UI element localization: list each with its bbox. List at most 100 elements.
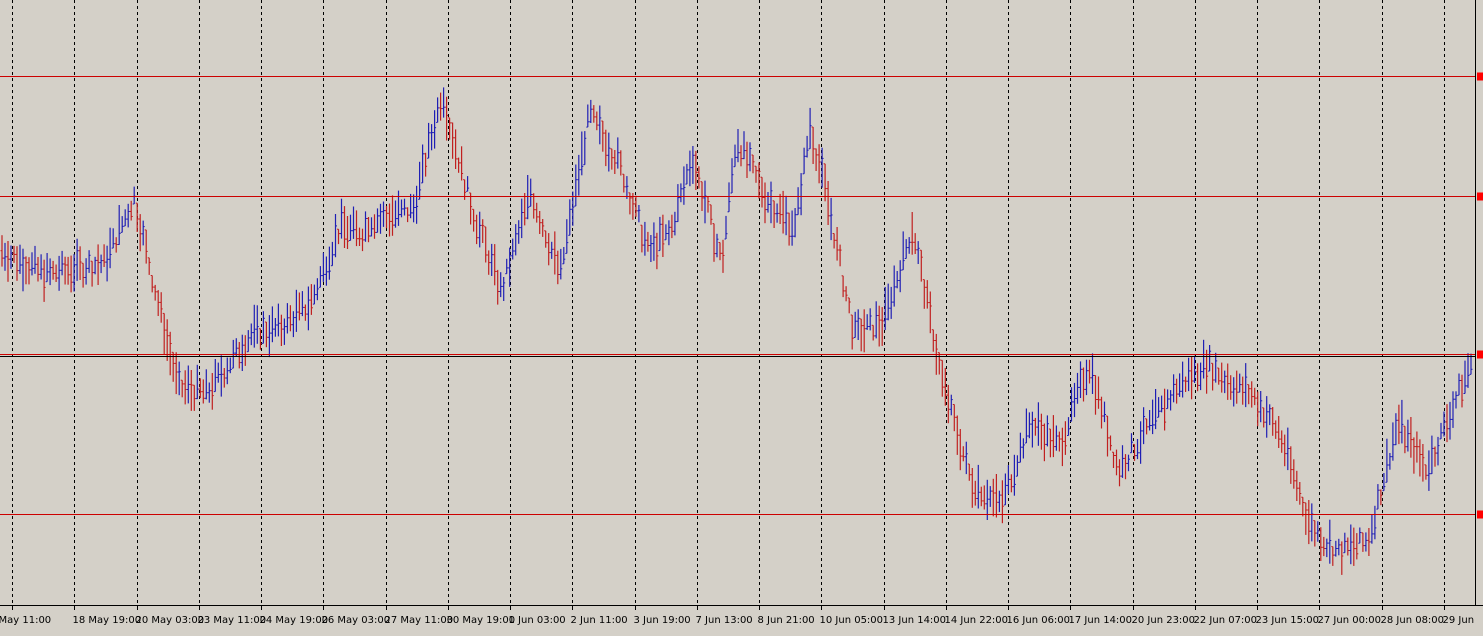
ohlc-bar	[69, 255, 73, 293]
ohlc-bar	[709, 204, 713, 225]
ohlc-bar	[817, 144, 821, 184]
ohlc-bar	[27, 257, 31, 285]
ohlc-bar	[400, 199, 403, 218]
ohlc-bar	[3, 242, 7, 271]
ohlc-bar	[1313, 520, 1317, 547]
ohlc-bar	[1214, 352, 1218, 383]
ohlc-bar	[138, 214, 142, 252]
ohlc-bar	[1012, 454, 1016, 496]
ohlc-bar	[39, 254, 43, 280]
ohlc-bar	[30, 252, 34, 276]
horizontal-levels[interactable]	[0, 72, 1483, 519]
ohlc-bar	[1412, 437, 1416, 474]
ohlc-bar	[117, 205, 121, 245]
ohlc-bar	[327, 246, 331, 280]
ohlc-bar	[805, 135, 809, 158]
ohlc-bar	[252, 304, 256, 348]
level-marker[interactable]	[1477, 350, 1483, 359]
ohlc-bar	[796, 187, 800, 216]
ohlc-bar	[997, 490, 1001, 513]
ohlc-bar	[451, 122, 455, 159]
ohlc-bar	[1063, 421, 1067, 455]
ohlc-bar	[877, 305, 881, 347]
ohlc-bar	[1391, 422, 1395, 461]
ohlc-bar	[1009, 474, 1013, 493]
level-marker[interactable]	[1477, 510, 1483, 519]
ohlc-bar	[385, 206, 388, 229]
level-marker[interactable]	[1477, 72, 1483, 81]
ohlc-bar	[964, 441, 968, 475]
ohlc-bar	[619, 150, 623, 176]
ohlc-bar	[1403, 425, 1407, 454]
ohlc-bar	[153, 284, 157, 301]
ohlc-bar	[1106, 415, 1109, 457]
ohlc-bar	[1361, 532, 1365, 552]
ohlc-bar	[1271, 407, 1275, 436]
ohlc-bar	[664, 224, 668, 241]
horizontal-level-line[interactable]	[0, 510, 1483, 519]
ohlc-bar	[430, 124, 434, 151]
ohlc-bar	[1139, 421, 1143, 464]
ohlc-bar	[616, 137, 620, 169]
ohlc-bar	[1400, 399, 1404, 444]
x-tick-label: 16 Jun 06:00	[1007, 615, 1071, 626]
ohlc-bar	[496, 269, 500, 305]
ohlc-bar	[195, 364, 199, 400]
ohlc-bar	[1000, 480, 1004, 524]
ohlc-bar	[9, 245, 13, 269]
ohlc-bar	[1217, 367, 1221, 385]
horizontal-level-line[interactable]	[0, 350, 1483, 359]
ohlc-bar	[799, 173, 803, 216]
ohlc-bar	[324, 256, 328, 286]
ohlc-bar	[315, 278, 319, 301]
ohlc-bar	[442, 87, 446, 118]
ohlc-bar	[1015, 455, 1019, 477]
ohlc-bar	[1304, 502, 1308, 535]
ohlc-bar	[931, 329, 935, 352]
ohlc-bar	[1283, 434, 1287, 467]
ohlc-bar	[862, 309, 866, 353]
ohlc-bar	[745, 141, 749, 178]
ohlc-bar	[1115, 449, 1118, 476]
ohlc-bar	[1112, 451, 1115, 468]
ohlc-bar	[517, 220, 521, 244]
ohlc-bar	[1121, 445, 1124, 478]
ohlc-bar	[1172, 374, 1176, 403]
ohlc-bar	[631, 193, 635, 220]
ohlc-bar	[904, 239, 908, 259]
ohlc-bar	[388, 203, 391, 237]
x-tick-label: 1 Jun 03:00	[509, 615, 566, 626]
ohlc-bar	[526, 175, 530, 220]
ohlc-bar	[874, 301, 878, 339]
ohlc-bar	[198, 378, 202, 399]
level-marker[interactable]	[1477, 192, 1483, 201]
x-axis	[0, 0, 1483, 606]
ohlc-bar	[829, 197, 833, 241]
ohlc-bar	[787, 212, 791, 246]
ohlc-bar	[1253, 387, 1257, 406]
ohlc-bar	[583, 131, 587, 166]
ohlc-bar	[919, 249, 923, 282]
ohlc-bar	[1094, 375, 1097, 415]
ohlc-bar	[928, 291, 932, 334]
ohlc-bar	[210, 373, 214, 410]
ohlc-bar	[1316, 521, 1320, 542]
ohlc-bar	[297, 292, 301, 321]
x-tick-label: 3 Jun 19:00	[634, 615, 691, 626]
ohlc-bar	[562, 247, 566, 265]
horizontal-level-line[interactable]	[0, 72, 1483, 81]
ohlc-bar	[784, 195, 788, 236]
ohlc-bar	[505, 258, 509, 275]
ohlc-bar	[364, 211, 367, 242]
ohlc-bar	[769, 181, 773, 224]
ohlc-bar	[343, 206, 346, 248]
ohlc-bar	[126, 203, 130, 228]
horizontal-level-line[interactable]	[0, 192, 1483, 201]
ohlc-bar	[264, 321, 268, 348]
ohlc-bar	[12, 245, 16, 263]
ohlc-bar	[493, 244, 497, 286]
ohlc-bar	[637, 205, 641, 223]
